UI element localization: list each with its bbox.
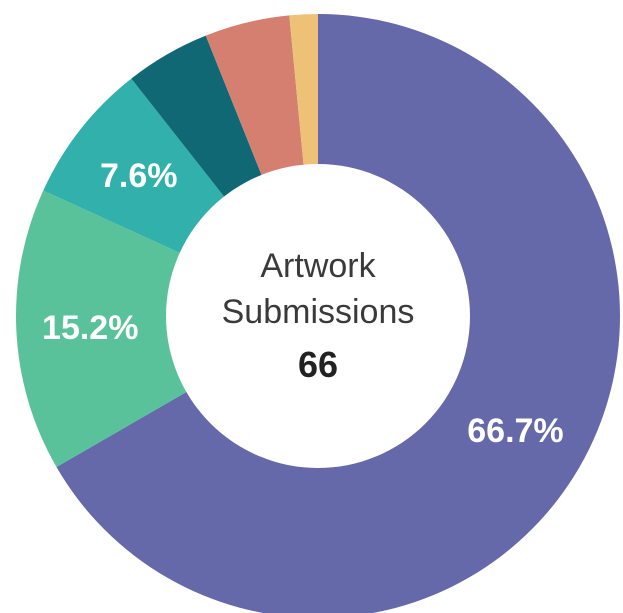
center-title-line-1: Artwork xyxy=(260,247,376,285)
center-title-line-2: Submissions xyxy=(222,293,415,331)
slice-labels: 66.7% 15.2% 7.6% xyxy=(42,157,564,450)
center-total-value: 66 xyxy=(298,344,338,385)
donut-center-hole xyxy=(166,164,470,468)
slice-label-2: 15.2% xyxy=(42,309,138,347)
slice-label-1: 66.7% xyxy=(467,412,563,450)
slice-label-3: 7.6% xyxy=(100,157,178,195)
